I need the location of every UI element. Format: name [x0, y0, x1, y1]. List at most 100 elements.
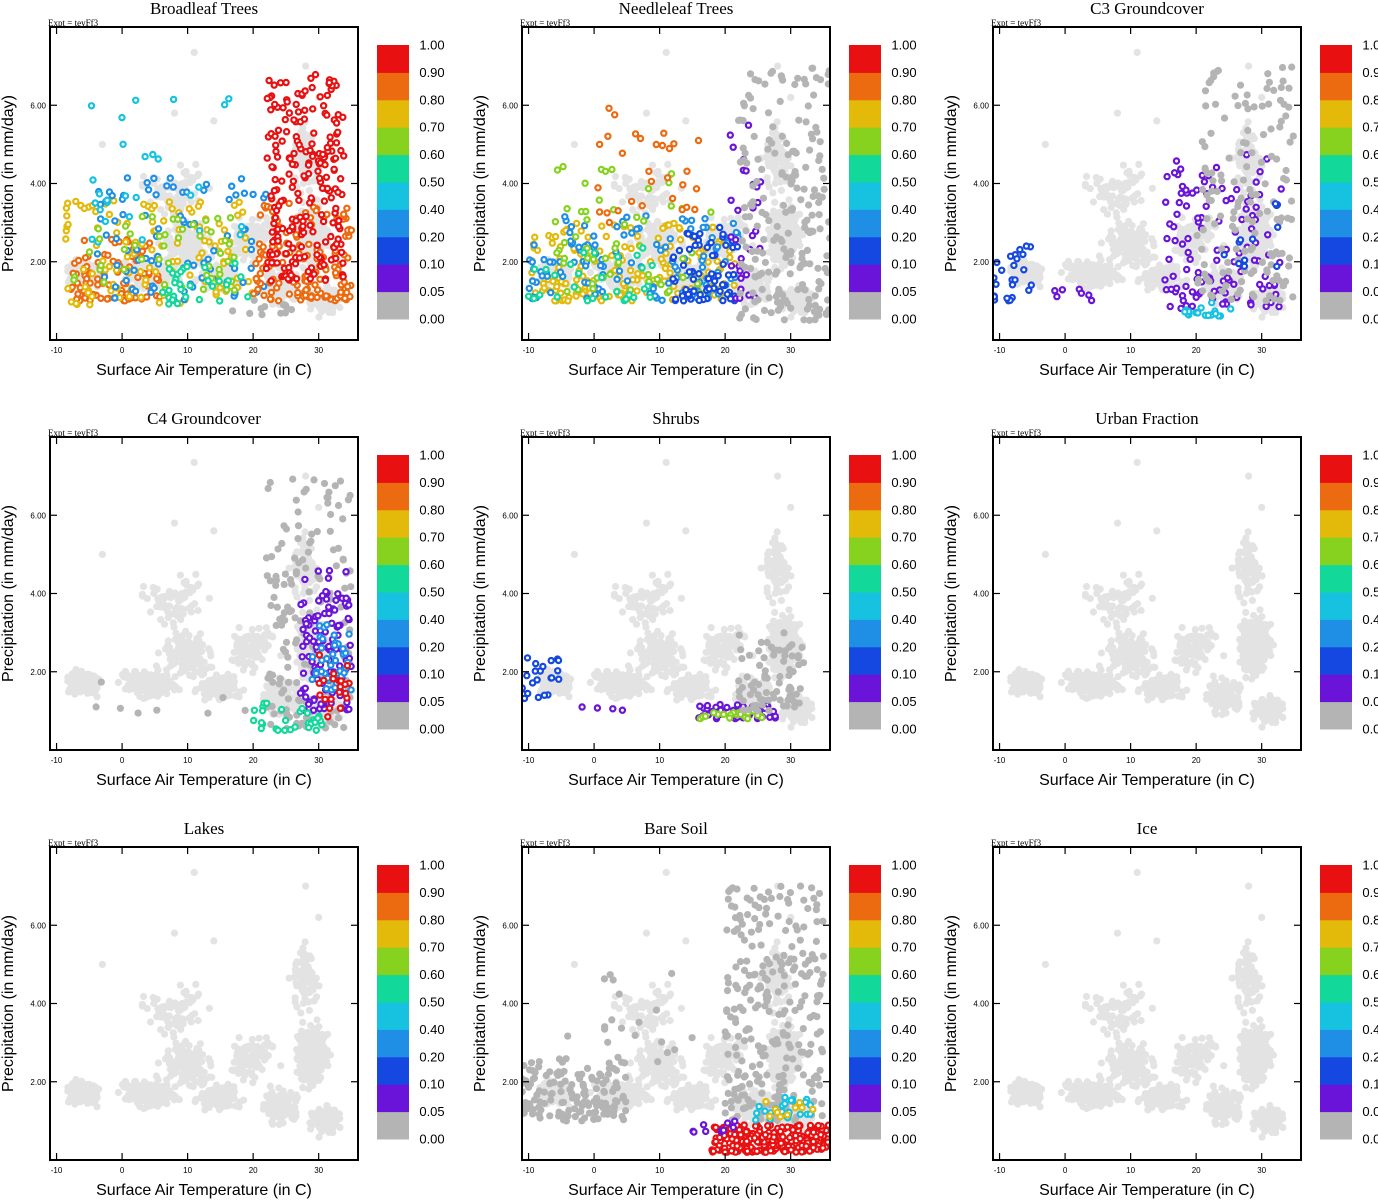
data-point	[94, 225, 103, 233]
data-point	[105, 210, 114, 219]
data-point	[598, 273, 606, 282]
data-point	[119, 140, 127, 148]
data-point	[308, 83, 316, 92]
data-point	[337, 288, 345, 296]
data-point	[665, 279, 673, 287]
data-point	[173, 257, 182, 265]
data-point	[648, 261, 656, 270]
data-point	[142, 276, 150, 284]
data-point	[678, 215, 687, 223]
data-point	[183, 262, 191, 271]
data-point	[332, 119, 341, 127]
colorbar-tick-label: 0.70	[891, 120, 916, 135]
data-point	[149, 150, 157, 159]
data-point	[88, 292, 96, 301]
data-point	[729, 143, 737, 151]
background-point	[188, 252, 196, 260]
data-point	[79, 265, 88, 274]
data-point	[582, 207, 590, 216]
background-point	[176, 161, 184, 169]
y-tick-label: 4.00	[30, 180, 46, 189]
data-point	[93, 250, 102, 258]
data-point	[294, 108, 303, 116]
data-point	[613, 275, 621, 283]
background-point	[664, 160, 672, 168]
data-point	[797, 196, 805, 204]
data-point	[292, 100, 300, 109]
data-point	[695, 270, 703, 278]
data-point	[742, 167, 750, 175]
data-point	[800, 316, 808, 324]
data-point	[665, 144, 674, 153]
data-point	[764, 145, 772, 153]
data-point	[814, 264, 822, 272]
data-point	[283, 98, 291, 106]
data-point	[623, 277, 632, 285]
data-point	[605, 218, 614, 227]
data-point	[173, 215, 182, 223]
data-point	[301, 106, 309, 115]
data-point	[570, 283, 579, 291]
data-point	[121, 192, 130, 200]
panel-title: Broadleaf Trees	[150, 0, 258, 18]
data-point	[80, 236, 89, 245]
background-point	[648, 194, 656, 202]
data-point	[730, 281, 738, 289]
y-tick-label: 6.00	[30, 101, 46, 110]
data-point	[148, 213, 156, 221]
data-point	[824, 80, 830, 88]
data-point	[304, 267, 312, 276]
data-point	[676, 235, 685, 244]
data-point	[749, 182, 757, 190]
background-point	[307, 233, 315, 241]
data-point	[690, 287, 698, 295]
data-point	[620, 231, 628, 239]
data-point	[589, 255, 598, 263]
data-point	[263, 94, 271, 103]
data-point	[531, 233, 539, 241]
background-point	[654, 171, 663, 179]
background-point	[762, 153, 770, 161]
data-point	[692, 185, 701, 193]
data-point	[572, 233, 580, 241]
data-point	[590, 249, 599, 257]
data-point	[201, 263, 209, 272]
data-point	[247, 264, 255, 272]
data-point	[561, 213, 569, 221]
data-point	[271, 100, 279, 109]
data-point	[165, 198, 174, 206]
data-point	[548, 239, 557, 247]
data-point	[598, 287, 607, 296]
data-point	[255, 255, 263, 263]
data-point	[174, 234, 183, 242]
data-point	[591, 241, 599, 249]
data-point	[583, 216, 591, 224]
data-point	[804, 102, 812, 110]
data-point	[97, 294, 105, 302]
data-point	[601, 167, 610, 175]
background-point	[648, 161, 657, 169]
data-point	[168, 296, 177, 304]
data-point	[696, 229, 704, 238]
data-point	[332, 240, 341, 248]
data-point	[803, 246, 812, 254]
data-point	[708, 251, 717, 260]
data-point	[321, 238, 330, 246]
data-point	[657, 255, 666, 263]
data-point	[308, 152, 317, 160]
data-point	[824, 296, 830, 304]
colorbar-tick-label: 0.05	[891, 284, 916, 299]
data-point	[165, 300, 173, 308]
data-point	[323, 184, 332, 193]
data-point	[758, 269, 766, 278]
data-point	[178, 225, 187, 233]
data-point	[290, 149, 298, 158]
background-point	[787, 313, 795, 321]
colorbar-swatch	[377, 209, 409, 238]
data-point	[582, 262, 590, 270]
data-point	[605, 104, 613, 113]
data-point	[679, 181, 687, 189]
